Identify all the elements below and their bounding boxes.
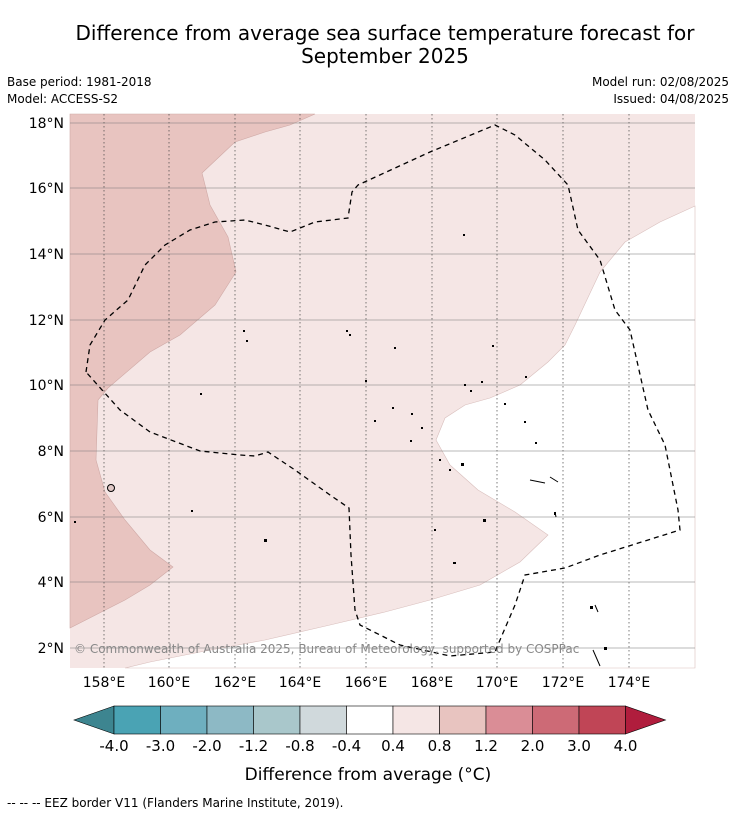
atolls xyxy=(74,234,607,650)
colorbar-tick-label: 3.0 xyxy=(567,737,591,755)
colorbar-label: Difference from average (°C) xyxy=(245,765,492,785)
lat-label: 6°N xyxy=(38,510,64,526)
lat-label: 4°N xyxy=(38,575,64,591)
lon-label: 174°E xyxy=(608,675,651,691)
island xyxy=(107,484,115,492)
eez-border xyxy=(85,124,681,657)
colorbar-tick-label: -1.2 xyxy=(239,737,268,755)
colorbar-swatch xyxy=(253,705,301,735)
colorbar-swatch xyxy=(299,705,347,735)
colorbar-swatch xyxy=(532,705,580,735)
map-title: Difference from average sea surface temp… xyxy=(40,22,730,68)
lon-label: 162°E xyxy=(214,675,257,691)
lon-label: 168°E xyxy=(411,675,454,691)
gridlines xyxy=(103,114,630,668)
meta-right: Model run: 02/08/2025 Issued: 04/08/2025 xyxy=(592,74,729,108)
lat-label: 8°N xyxy=(38,444,64,460)
colorbar-swatch xyxy=(160,705,208,735)
colorbar-swatch xyxy=(392,705,440,735)
colorbar-swatch xyxy=(578,705,626,735)
base-period: Base period: 1981-2018 xyxy=(7,75,152,89)
lon-label: 170°E xyxy=(476,675,519,691)
colorbar-swatch xyxy=(439,705,487,735)
colorbar-extend-high xyxy=(625,705,667,735)
lon-label: 158°E xyxy=(83,675,126,691)
lon-label: 172°E xyxy=(542,675,585,691)
lon-labels: 158°E 160°E 162°E 164°E 166°E 168°E 170°… xyxy=(83,675,651,691)
colorbar-tick-label: -2.0 xyxy=(192,737,221,755)
lat-labels: 18°N 16°N 14°N 12°N 10°N 8°N 6°N 4°N 2°N xyxy=(29,116,64,657)
colorbar-tick-label: 4.0 xyxy=(614,737,638,755)
model-run: Model run: 02/08/2025 xyxy=(591,75,729,89)
model-name: Model: ACCESS-S2 xyxy=(7,92,119,106)
colorbar-tick-label: -0.8 xyxy=(285,737,314,755)
eez-legend: -- -- -- EEZ border V11 (Flanders Marine… xyxy=(7,796,344,810)
lat-label: 2°N xyxy=(38,641,64,657)
colorbar-tick-label: -3.0 xyxy=(146,737,175,755)
colorbar-tick-label: -4.0 xyxy=(99,737,128,755)
colorbar-swatch xyxy=(346,705,394,735)
lat-label: 14°N xyxy=(29,247,64,263)
colorbar: -4.0 -3.0 -2.0 -1.2 -0.8 -0.4 0.4 0.8 1.2 2.0 3.0 4… xyxy=(73,705,667,755)
colorbar-extend-low xyxy=(73,705,115,735)
lat-label: 10°N xyxy=(29,378,64,394)
colorbar-tick-label: 2.0 xyxy=(521,737,545,755)
title-line-2: September 2025 xyxy=(301,44,469,68)
colorbar-swatch xyxy=(113,705,161,735)
lat-label: 18°N xyxy=(29,116,64,132)
colorbar-tick-label: -0.4 xyxy=(332,737,361,755)
lon-label: 166°E xyxy=(345,675,388,691)
lon-label: 164°E xyxy=(279,675,322,691)
issued-date: Issued: 04/08/2025 xyxy=(613,92,729,106)
copyright-watermark: © Commonwealth of Australia 2025, Bureau… xyxy=(74,642,579,656)
colorbar-tick-label: 0.8 xyxy=(428,737,452,755)
lon-label: 160°E xyxy=(148,675,191,691)
colorbar-tick-label: 0.4 xyxy=(381,737,405,755)
meta-left: Base period: 1981-2018 Model: ACCESS-S2 xyxy=(7,74,152,108)
latitude-lines xyxy=(70,122,695,649)
atoll-lines xyxy=(529,476,601,667)
lat-label: 12°N xyxy=(29,313,64,329)
colorbar-swatch xyxy=(206,705,254,735)
colorbar-swatch xyxy=(485,705,533,735)
lat-label: 16°N xyxy=(29,181,64,197)
colorbar-tick-label: 1.2 xyxy=(474,737,498,755)
map-area xyxy=(69,113,696,669)
title-line-1: Difference from average sea surface temp… xyxy=(75,21,695,45)
anomaly-zone-dark xyxy=(69,113,316,629)
